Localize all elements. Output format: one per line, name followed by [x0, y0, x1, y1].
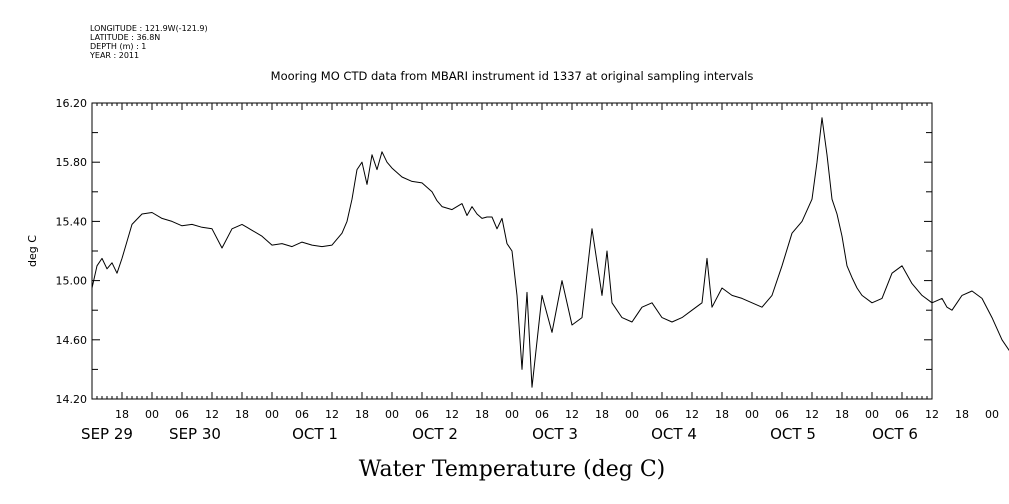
y-tick-label: 15.40 [56, 215, 88, 228]
year-label: YEAR : 2011 [89, 51, 139, 60]
x-hour-label: 00 [265, 408, 279, 421]
x-hour-label: 18 [835, 408, 849, 421]
y-axis: 14.20 14.60 15.00 15.40 15.80 16.20 [56, 97, 932, 406]
x-hour-label: 06 [775, 408, 789, 421]
x-hour-label: 12 [565, 408, 579, 421]
x-date-label: OCT 2 [412, 425, 458, 443]
x-hour-label: 18 [595, 408, 609, 421]
x-date-label: OCT 6 [872, 425, 918, 443]
x-date-label: OCT 1 [292, 425, 338, 443]
x-hour-label: 06 [175, 408, 189, 421]
x-date-label: OCT 5 [770, 425, 816, 443]
x-hour-label: 18 [475, 408, 489, 421]
x-hour-label: 00 [505, 408, 519, 421]
x-date-label: OCT 3 [532, 425, 578, 443]
x-hour-label: 18 [955, 408, 969, 421]
depth-label: DEPTH (m) : 1 [90, 42, 146, 51]
y-tick-label: 15.80 [56, 156, 88, 169]
x-hour-label: 00 [385, 408, 399, 421]
x-hour-label: 06 [655, 408, 669, 421]
x-hour-label: 06 [295, 408, 309, 421]
x-hour-label: 06 [895, 408, 909, 421]
longitude-label: LONGITUDE : 121.9W(-121.9) [90, 24, 208, 33]
x-axis: 18 00 06 12 18 00 06 12 18 00 06 12 18 00 06 12 18 00 06 12… [81, 103, 999, 443]
x-hour-label: 18 [115, 408, 129, 421]
x-hour-label: 00 [865, 408, 879, 421]
x-hour-label: 00 [745, 408, 759, 421]
x-hour-label: 06 [535, 408, 549, 421]
x-hour-label: 00 [985, 408, 999, 421]
x-hour-label: 12 [325, 408, 339, 421]
x-hour-label: 12 [805, 408, 819, 421]
x-hour-label: 18 [715, 408, 729, 421]
y-tick-label: 15.00 [56, 275, 88, 288]
x-hour-label: 12 [205, 408, 219, 421]
x-hour-label: 12 [925, 408, 939, 421]
x-hour-label: 00 [625, 408, 639, 421]
y-tick-label: 14.60 [56, 334, 88, 347]
y-tick-label: 16.20 [56, 97, 88, 110]
x-axis-title: Water Temperature (deg C) [359, 457, 666, 482]
x-hour-label: 12 [445, 408, 459, 421]
y-tick-label: 14.20 [56, 393, 88, 406]
x-hour-label: 18 [355, 408, 369, 421]
series-group [91, 117, 1009, 388]
x-hour-label: 12 [685, 408, 699, 421]
station-metadata: LONGITUDE : 121.9W(-121.9) LATITUDE : 36… [89, 24, 208, 60]
x-hour-label: 06 [415, 408, 429, 421]
x-date-label: SEP 29 [81, 425, 133, 443]
y-axis-label: deg C [26, 235, 39, 267]
x-date-label: OCT 4 [651, 425, 697, 443]
chart-title: Mooring MO CTD data from MBARI instrumen… [271, 69, 754, 83]
x-hour-label: 00 [145, 408, 159, 421]
latitude-label: LATITUDE : 36.8N [90, 33, 160, 42]
x-hour-label: 18 [235, 408, 249, 421]
series-line-0 [91, 117, 1009, 388]
x-date-label: SEP 30 [169, 425, 221, 443]
